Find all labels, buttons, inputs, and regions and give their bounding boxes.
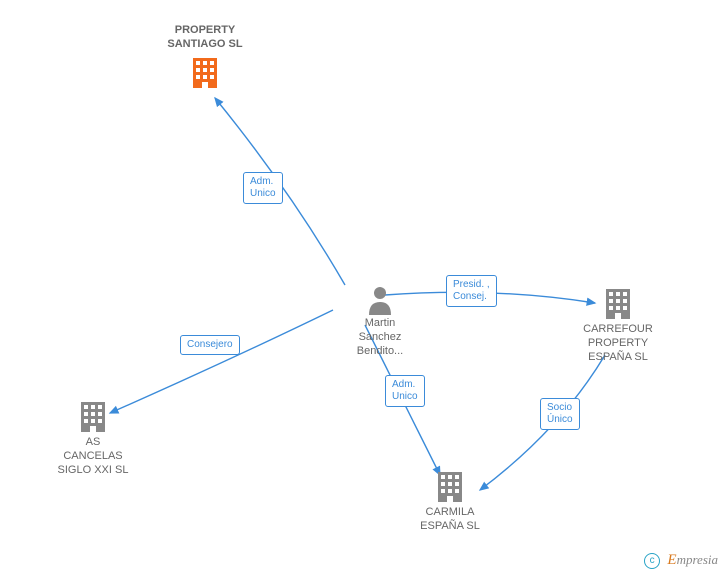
building-icon [568, 287, 668, 321]
edge-label-center-carrefour: Presid. ,Consej. [446, 275, 497, 307]
building-icon [43, 400, 143, 434]
copyright-icon: c [644, 553, 660, 569]
node-property_santiago[interactable]: PROPERTYSANTIAGO SL [155, 22, 255, 90]
brand-rest: mpresia [677, 552, 718, 567]
footer-brand: c Empresia [644, 552, 718, 569]
building-icon [155, 56, 255, 90]
edge-center-as_cancelas [110, 310, 333, 413]
person-icon [330, 285, 430, 315]
building-icon [400, 470, 500, 504]
brand-first-letter: E [667, 552, 676, 568]
node-as_cancelas[interactable]: ASCANCELASSIGLO XXI SL [43, 400, 143, 477]
node-carrefour[interactable]: CARREFOURPROPERTYESPAÑA SL [568, 287, 668, 364]
node-label: PROPERTYSANTIAGO SL [155, 24, 255, 52]
edge-label-center-property_santiago: Adm.Unico [243, 172, 283, 204]
node-label: ASCANCELASSIGLO XXI SL [43, 436, 143, 477]
edge-label-center-carmila: Adm.Unico [385, 375, 425, 407]
node-label: MartinSanchezBendito... [330, 317, 430, 358]
edge-label-center-as_cancelas: Consejero [180, 335, 240, 355]
node-center[interactable]: MartinSanchezBendito... [330, 285, 430, 358]
node-label: CARREFOURPROPERTYESPAÑA SL [568, 323, 668, 364]
node-label: CARMILAESPAÑA SL [400, 506, 500, 534]
edge-label-carrefour-carmila: SocioÚnico [540, 398, 580, 430]
node-carmila[interactable]: CARMILAESPAÑA SL [400, 470, 500, 534]
